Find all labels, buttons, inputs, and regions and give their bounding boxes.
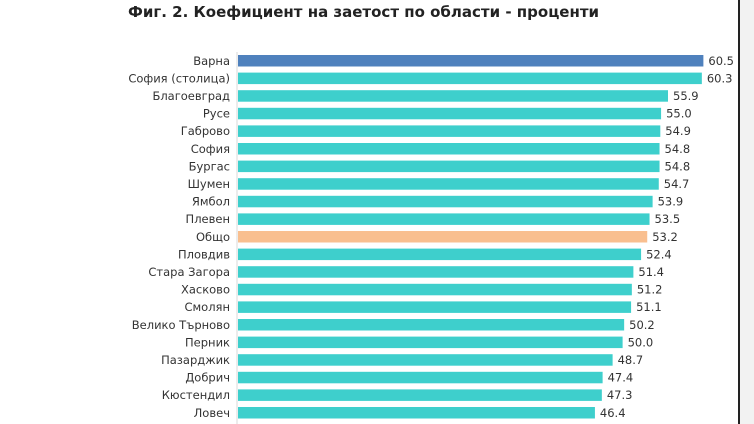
bar-0 [238,55,704,67]
value-label: 50.2 [629,318,655,332]
bar-1 [238,72,702,85]
bar-20 [238,407,595,419]
value-label: 53.9 [658,195,684,209]
category-label: Ямбол [192,195,230,209]
bar-4 [238,125,661,137]
bar-6 [238,160,660,173]
value-label: 53.5 [655,212,681,226]
category-label: Благоевград [152,89,230,103]
category-label: Кюстендил [162,388,230,402]
category-label: Стара Загора [148,265,230,279]
value-label: 55.0 [666,107,692,121]
category-label: Плевен [186,212,230,226]
bars-layer: Варна 60.5 София (столица) 60.3 Благоевград 5… [128,54,734,420]
value-label: 51.2 [637,283,663,297]
category-label: Шумен [188,177,230,191]
window-edge [738,0,754,424]
value-label: 52.4 [646,247,672,261]
category-label: Варна [193,54,230,68]
value-label: 47.4 [608,371,634,385]
value-label: 60.5 [708,54,734,68]
category-label: Русе [203,107,230,121]
bar-15 [238,319,625,331]
bar-9 [238,213,650,225]
category-label: София [191,142,230,156]
value-label: 54.9 [665,124,691,138]
category-label: Бургас [189,159,230,173]
bar-5 [238,143,660,155]
bar-19 [238,389,602,401]
category-label: Добрич [185,371,230,385]
value-label: 53.2 [652,230,678,244]
value-label: 60.3 [707,71,733,85]
value-label: 54.8 [665,142,691,156]
category-label: Смолян [184,300,230,314]
bar-2 [238,90,668,102]
category-label: Пазарджик [161,353,230,367]
bar-17 [238,354,613,366]
bar-3 [238,107,662,120]
chart-title: Фиг. 2. Коефициент на заетост по области… [128,3,600,21]
category-label: Велико Търново [132,318,230,332]
bar-8 [238,195,653,208]
value-label: 54.7 [664,177,690,191]
category-label: София (столица) [128,71,230,85]
category-label: Хасково [181,283,230,297]
bar-16 [238,336,623,349]
bar-7 [238,178,659,190]
value-label: 50.0 [628,335,654,349]
category-label: Габрово [181,124,230,138]
bar-18 [238,371,603,384]
bar-11 [238,248,642,261]
value-label: 46.4 [600,406,626,420]
bar-10 [238,231,648,243]
value-label: 55.9 [673,89,699,103]
value-label: 48.7 [618,353,644,367]
bar-12 [238,266,634,278]
category-label: Пловдив [178,247,230,261]
value-label: 54.8 [665,159,691,173]
value-label: 51.4 [638,265,664,279]
value-label: 47.3 [607,388,633,402]
bar-13 [238,283,632,296]
category-label: Ловеч [194,406,230,420]
value-label: 51.1 [636,300,662,314]
category-label: Перник [185,335,230,349]
category-label: Общо [196,230,230,244]
bar-14 [238,301,632,313]
